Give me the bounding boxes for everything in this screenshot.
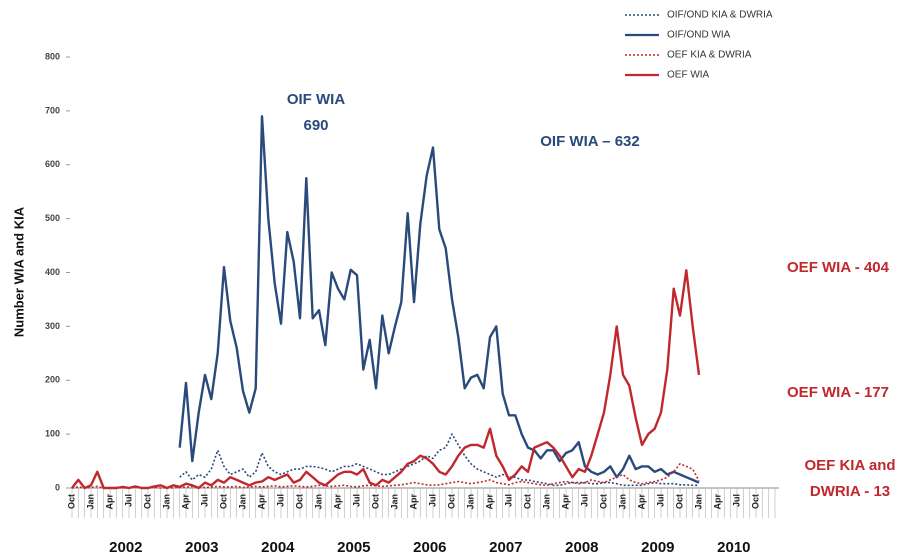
x-tick-label: Apr <box>484 494 494 510</box>
x-tick-label: Oct <box>370 494 380 509</box>
annotation: 690 <box>303 117 328 134</box>
x-tick-label: Jul <box>731 494 741 507</box>
y-tick-label: 500 <box>45 213 60 223</box>
year-label: 2003 <box>185 539 218 556</box>
x-tick-label: Jan <box>161 494 171 510</box>
legend-label: OIF/OND KIA & DWRIA <box>667 10 773 21</box>
x-tick-label: Oct <box>446 494 456 509</box>
x-tick-label: Apr <box>256 494 266 510</box>
x-tick-label: Jan <box>313 494 323 510</box>
x-tick-label: Jan <box>617 494 627 510</box>
year-label: 2006 <box>413 539 446 556</box>
series-line <box>179 433 699 487</box>
y-tick-label: 600 <box>45 159 60 169</box>
x-tick-label: Jul <box>123 494 133 507</box>
x-tick-label: Oct <box>142 494 152 509</box>
x-tick-label: Jul <box>579 494 589 507</box>
x-tick-label: Jan <box>693 494 703 510</box>
x-tick-label: Apr <box>560 494 570 510</box>
x-tick-label: Apr <box>104 494 114 510</box>
annotation: OEF KIA and <box>804 457 895 474</box>
year-label: 2008 <box>565 539 598 556</box>
x-tick-label: Apr <box>712 494 722 510</box>
x-tick-label: Jan <box>465 494 475 510</box>
annotation: OEF WIA - 404 <box>787 259 890 276</box>
year-label: 2010 <box>717 539 750 556</box>
x-tick-label: Jan <box>541 494 551 510</box>
x-tick-label: Jul <box>503 494 513 507</box>
x-tick-label: Oct <box>750 494 760 509</box>
x-tick-label: Apr <box>332 494 342 510</box>
year-label: 2004 <box>261 539 295 556</box>
y-tick-label: 0 <box>55 482 60 492</box>
legend-label: OIF/OND WIA <box>667 30 731 41</box>
x-tick-label: Apr <box>180 494 190 510</box>
y-tick-label: 100 <box>45 429 60 439</box>
y-tick-label: 400 <box>45 267 60 277</box>
y-tick-label: 700 <box>45 105 60 115</box>
x-tick-label: Jan <box>237 494 247 510</box>
x-tick-label: Jul <box>351 494 361 507</box>
x-tick-label: Jul <box>275 494 285 507</box>
x-tick-label: Apr <box>636 494 646 510</box>
x-tick-label: Oct <box>294 494 304 509</box>
y-tick-label: 800 <box>45 51 60 61</box>
x-tick-label: Jan <box>85 494 95 510</box>
year-label: 2002 <box>109 539 142 556</box>
x-tick-label: Jan <box>389 494 399 510</box>
year-label: 2007 <box>489 539 522 556</box>
x-tick-label: Oct <box>674 494 684 509</box>
x-tick-label: Jul <box>199 494 209 507</box>
annotation: DWRIA - 13 <box>810 483 890 500</box>
annotation: OIF WIA <box>287 91 345 108</box>
year-label: 2005 <box>337 539 370 556</box>
x-tick-label: Apr <box>408 494 418 510</box>
annotation: OIF WIA – 632 <box>540 133 639 150</box>
y-tick-label: 300 <box>45 321 60 331</box>
x-tick-label: Jul <box>427 494 437 507</box>
annotation: OEF WIA - 177 <box>787 384 889 401</box>
legend-label: OEF WIA <box>667 70 710 81</box>
x-tick-label: Oct <box>522 494 532 509</box>
y-axis-label: Number WIA and KIA <box>11 206 26 337</box>
x-tick-label: Oct <box>218 494 228 509</box>
year-label: 2009 <box>641 539 674 556</box>
series-line <box>71 463 700 489</box>
x-tick-label: Oct <box>598 494 608 509</box>
series-line <box>71 269 701 490</box>
x-tick-label: Jul <box>655 494 665 507</box>
legend-label: OEF KIA & DWRIA <box>667 50 752 61</box>
x-tick-label: Oct <box>66 494 76 509</box>
y-tick-label: 200 <box>45 375 60 385</box>
series-line <box>178 115 700 484</box>
